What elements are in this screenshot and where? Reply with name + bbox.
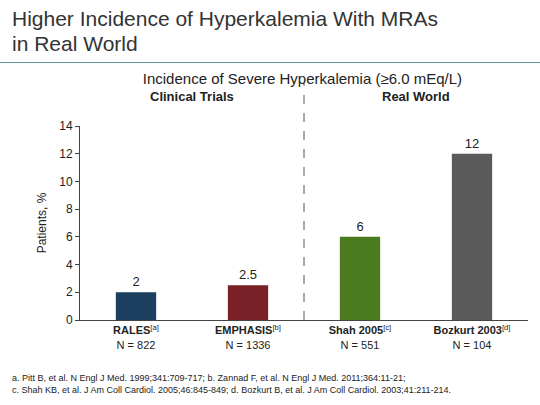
html-text:Higher Incidence of Hyperkalem: Higher Incidence of Hyperkalemia With MR… [12, 7, 438, 55]
svg-text:6: 6 [356, 219, 363, 234]
svg-text:8: 8 [66, 202, 73, 216]
svg-text:EMPHASIS​[b]​N = 1336: EMPHASIS​[b]​N = 1336 [215, 323, 281, 351]
html-text:a. Pitt B, et al. N Engl J Med: a. Pitt B, et al. N Engl J Med. 1999;341… [12, 373, 406, 383]
svg-text:0: 0 [66, 313, 73, 327]
svg-text:6: 6 [66, 230, 73, 244]
svg-text:Clinical Trials: Clinical Trials [150, 89, 234, 104]
svg-text:RALES​[a]​N = 822: RALES​[a]​N = 822 [113, 323, 159, 351]
svg-text:10: 10 [59, 175, 73, 189]
svg-text:4: 4 [66, 258, 73, 272]
svg-text:14: 14 [59, 119, 73, 133]
svg-text:Patients, %: Patients, % [35, 192, 49, 253]
html-text:c. Shah KB, et al. J Am Coll C: c. Shah KB, et al. J Am Coll Cardiol. 20… [12, 385, 452, 395]
svg-text:Bozkurt 2003​[d]​N = 104: Bozkurt 2003​[d]​N = 104 [433, 323, 510, 351]
svg-text:12: 12 [465, 136, 479, 151]
svg-text:Shah 2005​[c]​N = 551: Shah 2005​[c]​N = 551 [329, 323, 392, 351]
svg-text:2: 2 [132, 274, 139, 289]
svg-text:2.5: 2.5 [239, 267, 257, 282]
svg-text:12: 12 [59, 147, 73, 161]
svg-text:Incidence of Severe Hyperkalem: Incidence of Severe Hyperkalemia (≥6.0 m… [143, 70, 462, 87]
svg-text:2: 2 [66, 285, 73, 299]
svg-text:Real World: Real World [382, 89, 450, 104]
